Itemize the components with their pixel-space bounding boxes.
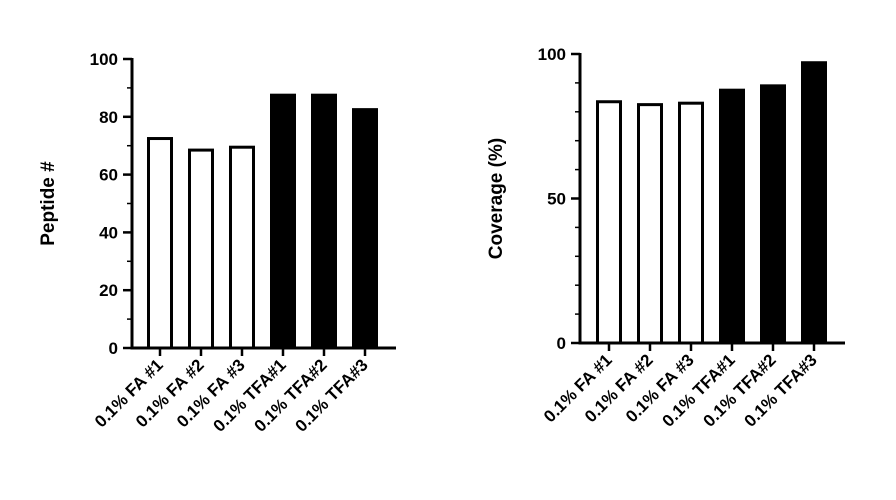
bar-6 bbox=[801, 61, 827, 345]
bar-2 bbox=[637, 103, 663, 345]
y-tick-label: 0 bbox=[109, 339, 118, 358]
y-tick-label: 0 bbox=[557, 334, 566, 353]
bar-5 bbox=[760, 84, 786, 345]
bar-2 bbox=[188, 148, 214, 350]
y-tick-label: 60 bbox=[99, 166, 118, 185]
bar-1 bbox=[147, 137, 173, 350]
y-axis-title: Coverage (%) bbox=[486, 138, 507, 259]
y-axis-title: Peptide # bbox=[38, 161, 59, 246]
y-tick-label: 80 bbox=[99, 108, 118, 127]
y-tick-label: 50 bbox=[547, 190, 566, 209]
y-tick-label: 20 bbox=[99, 281, 118, 300]
bar-4 bbox=[270, 93, 296, 350]
y-tick-label: 100 bbox=[538, 45, 566, 64]
bar-6 bbox=[352, 108, 378, 350]
bar-3 bbox=[678, 101, 704, 345]
y-tick-label: 100 bbox=[90, 50, 118, 69]
bar-4 bbox=[719, 88, 745, 345]
y-tick-label: 40 bbox=[99, 223, 118, 242]
bar-1 bbox=[596, 100, 622, 345]
bar-3 bbox=[229, 145, 255, 350]
bar-5 bbox=[311, 93, 337, 350]
